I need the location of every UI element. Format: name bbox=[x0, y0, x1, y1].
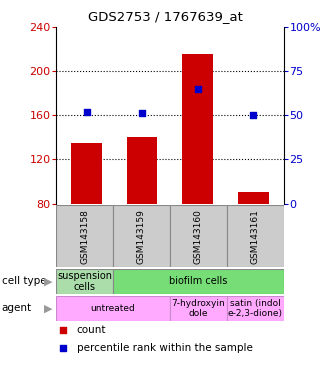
Text: percentile rank within the sample: percentile rank within the sample bbox=[77, 343, 252, 353]
Bar bbox=[56, 269, 113, 294]
Bar bbox=[71, 143, 102, 204]
Point bbox=[84, 109, 89, 115]
Text: cell type: cell type bbox=[2, 276, 46, 286]
Bar bbox=[113, 205, 170, 267]
Bar bbox=[113, 269, 284, 294]
Text: suspension
cells: suspension cells bbox=[57, 271, 112, 292]
Bar bbox=[56, 296, 170, 321]
Text: 7-hydroxyin
dole: 7-hydroxyin dole bbox=[172, 299, 225, 318]
Bar bbox=[238, 192, 269, 204]
Text: GSM143158: GSM143158 bbox=[80, 209, 89, 263]
Bar bbox=[227, 205, 284, 267]
Bar bbox=[227, 296, 284, 321]
Point bbox=[250, 112, 256, 118]
Bar bbox=[170, 296, 227, 321]
Point bbox=[195, 86, 200, 92]
Bar bbox=[56, 205, 113, 267]
Point bbox=[60, 344, 66, 351]
Text: GSM143161: GSM143161 bbox=[251, 209, 260, 263]
Text: biofilm cells: biofilm cells bbox=[169, 276, 228, 286]
Bar bbox=[182, 55, 213, 204]
Bar bbox=[127, 137, 157, 204]
Text: GSM143160: GSM143160 bbox=[194, 209, 203, 263]
Text: agent: agent bbox=[2, 303, 32, 313]
Text: GSM143159: GSM143159 bbox=[137, 209, 146, 263]
Text: ▶: ▶ bbox=[44, 276, 52, 286]
Text: count: count bbox=[77, 325, 106, 335]
Text: satin (indol
e-2,3-dione): satin (indol e-2,3-dione) bbox=[228, 299, 283, 318]
Text: untreated: untreated bbox=[91, 304, 135, 313]
Point bbox=[60, 327, 66, 333]
Text: GDS2753 / 1767639_at: GDS2753 / 1767639_at bbox=[87, 10, 243, 23]
Text: ▶: ▶ bbox=[44, 303, 52, 313]
Point bbox=[140, 110, 145, 116]
Bar bbox=[170, 205, 227, 267]
